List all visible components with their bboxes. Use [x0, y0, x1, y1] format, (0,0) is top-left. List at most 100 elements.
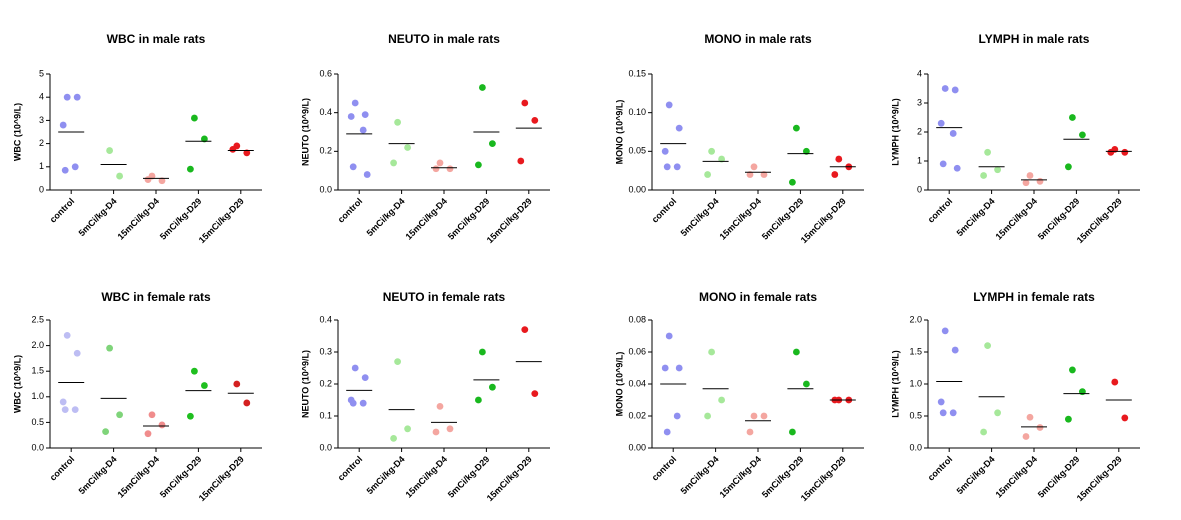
data-point: [59, 121, 67, 129]
y-tick-label: 0.0: [909, 442, 922, 452]
data-point: [746, 428, 754, 436]
data-point: [661, 364, 669, 372]
x-tick-label: 5mCi/kg-D29: [446, 454, 492, 500]
data-point: [347, 113, 355, 120]
data-point: [994, 166, 1001, 174]
y-tick-label: 2.5: [31, 314, 44, 324]
data-point: [673, 412, 681, 420]
data-point: [665, 332, 673, 340]
chart-title: WBC in male rats: [107, 32, 206, 46]
data-point: [1107, 148, 1115, 156]
y-tick-label: 0.5: [909, 410, 922, 420]
data-point: [521, 326, 529, 333]
data-point: [939, 409, 947, 417]
y-tick-label: 0.2: [319, 146, 332, 156]
x-tick-label: 5mCi/kg-D29: [446, 196, 492, 242]
y-tick-label: 0.5: [31, 417, 44, 427]
y-axis-label: MONO (10^9/L): [614, 352, 624, 417]
data-point: [1026, 172, 1034, 179]
y-tick-label: 2: [917, 126, 922, 136]
data-point: [394, 358, 401, 365]
x-tick-label: 15mCi/kg-D4: [993, 454, 1039, 500]
data-point: [436, 403, 444, 410]
data-point: [718, 396, 725, 404]
x-tick-label: 5mCi/kg-D4: [955, 196, 997, 238]
data-point: [750, 163, 758, 171]
x-tick-label: 15mCi/kg-D4: [993, 196, 1039, 242]
data-point: [432, 428, 440, 436]
data-point: [663, 428, 671, 436]
data-point: [984, 148, 991, 156]
y-axis-label: LYMPH (10^9/L): [890, 350, 900, 417]
y-tick-label: 0.00: [628, 442, 646, 452]
y-tick-label: 0.02: [628, 410, 646, 420]
data-point: [1026, 413, 1034, 421]
y-axis-label: WBC (10^9/L): [12, 103, 22, 161]
x-tick-label: 15mCi/kg-D29: [197, 454, 246, 503]
x-tick-label: control: [650, 454, 679, 483]
y-tick-label: 1: [917, 155, 922, 165]
y-tick-label: 0: [917, 184, 922, 194]
y-tick-label: 0.0: [319, 442, 332, 452]
data-point: [746, 171, 754, 178]
x-tick-label: control: [336, 454, 365, 483]
data-point: [446, 165, 454, 173]
y-tick-label: 0.3: [319, 346, 332, 356]
data-point: [521, 99, 529, 107]
y-tick-label: 4: [39, 92, 44, 102]
data-point: [718, 155, 725, 163]
data-point: [675, 124, 683, 132]
data-point: [803, 147, 810, 155]
data-point: [1121, 414, 1129, 422]
data-point: [760, 171, 768, 178]
y-tick-label: 1.0: [31, 391, 44, 401]
data-point: [106, 147, 113, 154]
data-point: [1065, 415, 1072, 423]
data-point: [673, 163, 681, 171]
data-point: [760, 412, 768, 420]
data-point: [704, 171, 711, 178]
data-point: [675, 364, 683, 372]
x-tick-label: control: [336, 196, 365, 225]
y-tick-label: 0.4: [319, 314, 332, 324]
data-point: [432, 165, 440, 173]
x-tick-label: 15mCi/kg-D4: [115, 454, 161, 500]
x-tick-label: 15mCi/kg-D29: [1075, 196, 1124, 245]
chart-title: NEUTO in male rats: [388, 32, 500, 46]
data-point: [1069, 114, 1076, 121]
data-point: [71, 406, 79, 413]
data-point: [953, 164, 961, 172]
data-point: [394, 118, 401, 126]
x-tick-label: 15mCi/kg-D29: [485, 196, 534, 245]
y-tick-label: 0.0: [31, 442, 44, 452]
x-tick-label: 5mCi/kg-D4: [365, 196, 407, 238]
data-point: [116, 172, 123, 180]
y-axis-label: MONO (10^9/L): [614, 100, 624, 165]
data-point: [243, 399, 251, 407]
y-tick-label: 1: [39, 161, 44, 171]
x-tick-label: 15mCi/kg-D29: [197, 196, 246, 245]
data-point: [201, 135, 208, 143]
chart-title: LYMPH in female rats: [973, 290, 1095, 304]
x-tick-label: 15mCi/kg-D4: [115, 196, 161, 242]
data-point: [404, 425, 411, 433]
data-point: [750, 412, 758, 420]
data-point: [475, 396, 482, 404]
chart-title: MONO in male rats: [704, 32, 812, 46]
x-tick-label: control: [48, 454, 77, 483]
x-tick-label: 15mCi/kg-D4: [717, 454, 763, 500]
data-point: [61, 166, 69, 174]
data-point: [1022, 433, 1030, 440]
x-tick-label: control: [650, 196, 679, 225]
data-point: [158, 421, 166, 429]
data-point: [941, 327, 949, 335]
x-tick-label: 5mCi/kg-D29: [760, 454, 806, 500]
y-tick-label: 2: [39, 138, 44, 148]
data-point: [1036, 177, 1044, 185]
chart-title: LYMPH in male rats: [979, 32, 1090, 46]
data-point: [665, 101, 673, 109]
data-point: [475, 161, 482, 169]
data-point: [531, 390, 539, 397]
data-point: [243, 149, 251, 157]
x-tick-label: 15mCi/kg-D4: [717, 196, 763, 242]
